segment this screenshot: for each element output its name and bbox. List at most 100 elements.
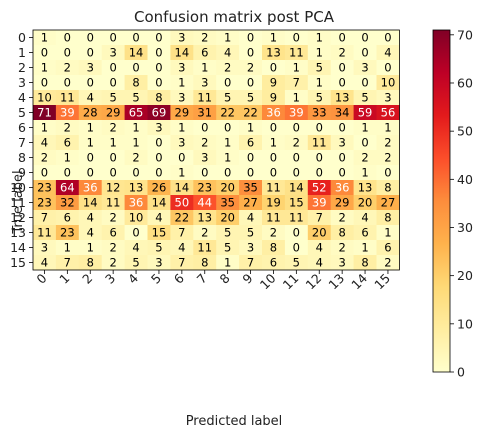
cell-value-label: 0	[224, 166, 231, 180]
heatmap-cell	[78, 90, 103, 106]
heatmap-cell	[239, 45, 263, 61]
cell-value-label: 33	[312, 106, 327, 120]
cell-value-label: 1	[41, 31, 48, 45]
cell-value-label: 0	[155, 136, 162, 150]
heatmap-cell	[376, 240, 400, 256]
heatmap-cell	[239, 30, 263, 46]
cell-value-label: 0	[132, 31, 139, 45]
cell-value-label: 0	[338, 166, 345, 180]
x-tick-labels: 0 1 2 3 4 5 6 7 8 9 10 11 12 13 14 15	[33, 270, 393, 292]
y-tick-label: 0	[18, 30, 26, 45]
cell-value-label: 5	[316, 91, 323, 105]
cell-value-label: 0	[41, 46, 48, 60]
heatmap-cell	[353, 150, 377, 166]
colorbar-tick-label: 60	[457, 75, 473, 90]
cell-value-label: 3	[361, 61, 368, 75]
heatmap-cell	[147, 195, 171, 211]
heatmap-cell	[124, 90, 148, 106]
cell-value-label: 6	[64, 136, 71, 150]
heatmap-cell	[216, 60, 240, 76]
heatmap-cell	[33, 150, 57, 166]
heatmap-cell	[55, 165, 80, 181]
cell-value-label: 0	[270, 151, 277, 165]
colorbar-tick-label: 70	[457, 27, 473, 42]
cell-value-label: 10	[129, 211, 144, 225]
cell-value-label: 2	[384, 136, 391, 150]
cell-value-label: 1	[316, 31, 323, 45]
cell-value-label: 0	[109, 151, 116, 165]
heatmap-cell	[284, 180, 309, 196]
cell-value-label: 0	[293, 121, 300, 135]
heatmap-cell	[124, 135, 148, 151]
heatmap-cell	[33, 135, 57, 151]
heatmap-cell	[216, 180, 240, 196]
heatmap-cell	[33, 225, 57, 241]
cell-value-label: 0	[361, 76, 368, 90]
cell-value-label: 71	[37, 106, 52, 120]
cell-value-label: 2	[384, 256, 391, 270]
heatmap-cell	[284, 225, 309, 241]
heatmap-cell	[101, 165, 125, 181]
heatmap-cell	[353, 180, 377, 196]
heatmap-cell	[353, 225, 377, 241]
heatmap-cell	[262, 210, 286, 226]
heatmap-cell	[33, 60, 57, 76]
colorbar	[432, 29, 451, 373]
heatmap-cell	[124, 30, 148, 46]
cell-value-label: 3	[201, 151, 208, 165]
cell-value-label: 31	[197, 106, 212, 120]
cell-value-label: 14	[83, 196, 98, 210]
heatmap-cell	[78, 240, 103, 256]
heatmap-cell	[376, 60, 400, 76]
cell-value-label: 8	[270, 241, 277, 255]
heatmap-cell	[216, 105, 240, 121]
cell-value-label: 8	[361, 256, 368, 270]
heatmap-cell	[307, 240, 332, 256]
heatmap-cell	[124, 210, 148, 226]
heatmap-cell	[33, 105, 57, 121]
cell-value-label: 1	[178, 76, 185, 90]
heatmap-cell	[55, 75, 80, 91]
cell-value-label: 11	[60, 91, 75, 105]
cell-value-label: 4	[87, 91, 94, 105]
cell-value-label: 1	[64, 151, 71, 165]
cell-value-label: 13	[358, 181, 373, 195]
heatmap-cell	[307, 120, 332, 136]
heatmap-cell	[55, 240, 80, 256]
y-tick-label: 2	[18, 60, 26, 75]
cell-value-label: 39	[312, 196, 327, 210]
cell-value-label: 14	[289, 181, 304, 195]
heatmap-cell	[78, 45, 103, 61]
x-axis-label: Predicted label	[186, 414, 283, 429]
heatmap-cell	[124, 225, 148, 241]
cell-value-label: 0	[247, 151, 254, 165]
y-tick-label: 4	[18, 90, 26, 105]
cell-value-label: 2	[132, 151, 139, 165]
heatmap-cell	[147, 120, 171, 136]
cell-value-label: 1	[41, 121, 48, 135]
cell-value-label: 29	[106, 106, 121, 120]
colorbar-tick-label: 20	[457, 268, 473, 283]
heatmap-cell	[307, 180, 332, 196]
heatmap-cell	[193, 240, 217, 256]
plot-frame	[32, 29, 400, 271]
cell-value-label: 9	[270, 76, 277, 90]
cell-value-label: 11	[197, 91, 212, 105]
cell-value-label: 39	[289, 106, 304, 120]
heatmap-cell	[147, 135, 171, 151]
heatmap-cell	[101, 45, 125, 61]
y-tick-label: 15	[10, 255, 26, 270]
heatmap-cell	[330, 30, 354, 46]
cell-value-label: 2	[109, 211, 116, 225]
cell-value-label: 1	[224, 151, 231, 165]
cell-value-label: 2	[109, 121, 116, 135]
heatmap-cell	[101, 210, 125, 226]
cell-value-label: 36	[83, 181, 98, 195]
heatmap-cell	[147, 60, 171, 76]
cell-value-label: 3	[109, 46, 116, 60]
cell-value-label: 0	[87, 166, 94, 180]
cell-value-label: 29	[335, 196, 350, 210]
cell-value-label: 0	[155, 76, 162, 90]
heatmap-cell	[216, 240, 240, 256]
cell-value-label: 13	[197, 211, 212, 225]
